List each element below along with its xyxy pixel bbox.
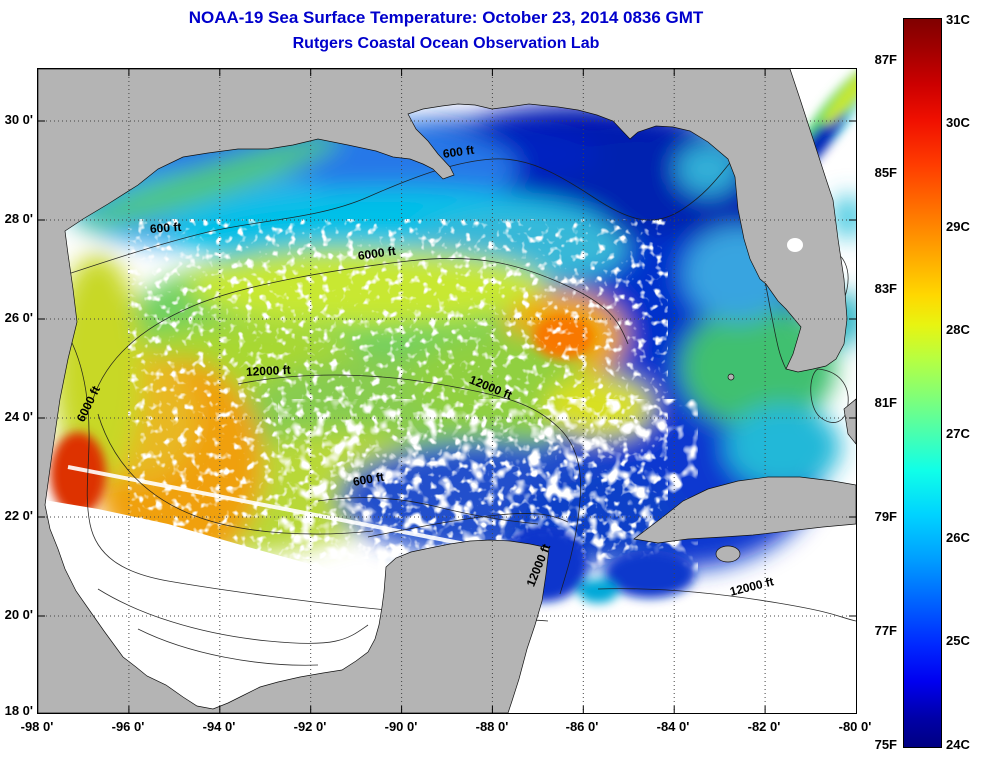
contour-label: 12000 ft bbox=[245, 362, 292, 379]
y-tick-label: 20 0' bbox=[4, 607, 33, 622]
axis-ticks bbox=[38, 69, 856, 713]
y-tick-label: 24 0' bbox=[4, 409, 33, 424]
map-plot-area: 600 ft 600 ft 6000 ft 12000 ft 6000 ft 1… bbox=[37, 68, 857, 714]
y-tick-label: 18 0' bbox=[4, 703, 33, 718]
colorbar-label-c: 27C bbox=[946, 426, 970, 441]
colorbar-label-f: 87F bbox=[874, 52, 897, 67]
map-svg bbox=[38, 69, 856, 713]
cloud-speckle-layer bbox=[128, 219, 698, 584]
colorbar-label-c: 26C bbox=[946, 530, 970, 545]
land-layer bbox=[38, 69, 856, 713]
x-tick-label: -82 0' bbox=[747, 719, 781, 734]
cuba-land bbox=[633, 476, 856, 544]
x-tick-label: -86 0' bbox=[565, 719, 599, 734]
dry-tortugas-land bbox=[727, 373, 735, 381]
colorbar-label-c: 30C bbox=[946, 115, 970, 130]
contour-label: 600 ft bbox=[149, 219, 182, 236]
page-title: NOAA-19 Sea Surface Temperature: October… bbox=[188, 8, 704, 27]
x-tick-label: -80 0' bbox=[838, 719, 872, 734]
y-tick-label: 30 0' bbox=[4, 112, 33, 127]
isle-of-youth-land bbox=[715, 545, 741, 563]
colorbar-label-f: 77F bbox=[874, 623, 897, 638]
y-tick-label: 26 0' bbox=[4, 310, 33, 325]
colorbar-label-f: 83F bbox=[874, 281, 897, 296]
colorbar-label-c: 25C bbox=[946, 633, 970, 648]
colorbar-label-c: 24C bbox=[946, 737, 970, 752]
grid-lines bbox=[38, 69, 856, 713]
colorbar-label-f: 79F bbox=[874, 509, 897, 524]
x-tick-label: -94 0' bbox=[202, 719, 236, 734]
lake-okeechobee bbox=[787, 238, 803, 252]
mainland-land bbox=[38, 69, 848, 713]
x-tick-label: -96 0' bbox=[111, 719, 145, 734]
x-tick-label: -88 0' bbox=[475, 719, 509, 734]
colorbar-label-c: 28C bbox=[946, 322, 970, 337]
bahamas-land bbox=[843, 398, 856, 445]
x-tick-label: -98 0' bbox=[20, 719, 54, 734]
x-tick-label: -90 0' bbox=[384, 719, 418, 734]
colorbar-label-f: 81F bbox=[874, 395, 897, 410]
colorbar-label-c: 29C bbox=[946, 219, 970, 234]
colorbar-label-c: 31C bbox=[946, 12, 970, 27]
colorbar bbox=[903, 18, 942, 748]
page-subtitle: Rutgers Coastal Ocean Observation Lab bbox=[292, 35, 600, 52]
x-tick-label: -84 0' bbox=[656, 719, 690, 734]
colorbar-label-f: 75F bbox=[874, 737, 897, 752]
y-tick-label: 28 0' bbox=[4, 211, 33, 226]
y-tick-label: 22 0' bbox=[4, 508, 33, 523]
colorbar-label-f: 85F bbox=[874, 165, 897, 180]
x-tick-label: -92 0' bbox=[293, 719, 327, 734]
